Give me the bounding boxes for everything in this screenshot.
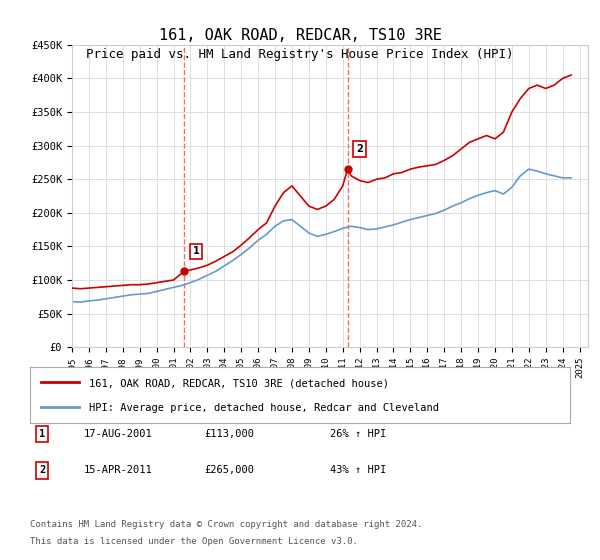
Text: Price paid vs. HM Land Registry's House Price Index (HPI): Price paid vs. HM Land Registry's House … <box>86 48 514 60</box>
Text: HPI: Average price, detached house, Redcar and Cleveland: HPI: Average price, detached house, Redc… <box>89 403 439 413</box>
Text: £265,000: £265,000 <box>204 465 254 475</box>
Text: 161, OAK ROAD, REDCAR, TS10 3RE (detached house): 161, OAK ROAD, REDCAR, TS10 3RE (detache… <box>89 379 389 389</box>
Text: 1: 1 <box>193 246 199 256</box>
Text: 2: 2 <box>39 465 45 475</box>
Text: 1: 1 <box>39 429 45 439</box>
Text: Contains HM Land Registry data © Crown copyright and database right 2024.: Contains HM Land Registry data © Crown c… <box>30 520 422 529</box>
Text: 15-APR-2011: 15-APR-2011 <box>84 465 153 475</box>
Text: 43% ↑ HPI: 43% ↑ HPI <box>330 465 386 475</box>
Text: This data is licensed under the Open Government Licence v3.0.: This data is licensed under the Open Gov… <box>30 537 358 546</box>
Text: 161, OAK ROAD, REDCAR, TS10 3RE: 161, OAK ROAD, REDCAR, TS10 3RE <box>158 28 442 43</box>
Text: £113,000: £113,000 <box>204 429 254 439</box>
Text: 26% ↑ HPI: 26% ↑ HPI <box>330 429 386 439</box>
Text: 2: 2 <box>356 144 363 155</box>
Text: 17-AUG-2001: 17-AUG-2001 <box>84 429 153 439</box>
